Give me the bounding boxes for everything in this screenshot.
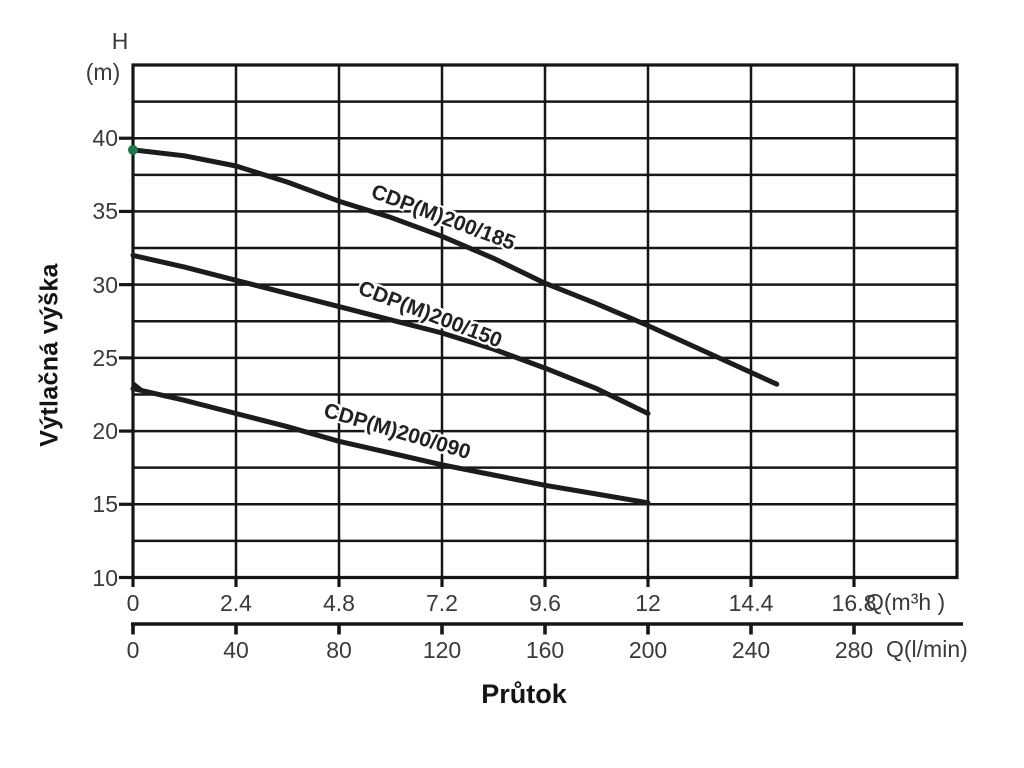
x-axis-lmin-tick-label: 160 xyxy=(525,637,565,663)
x-axis-lmin-tick-label: 200 xyxy=(628,637,668,663)
y-axis-tick-label: 30 xyxy=(92,271,118,298)
curve-start-marker xyxy=(133,380,143,392)
pump-curve-cdpm-200-090 xyxy=(130,386,651,506)
x-axis-lmin-unit-label: Q(l/min) xyxy=(886,636,968,662)
x-axis-lmin-tick-label: 240 xyxy=(731,637,771,663)
y-axis-unit: (m) xyxy=(85,59,121,85)
y-axis-name: H xyxy=(111,28,129,54)
x-axis-m3h-unit-label: Q(m³h ) xyxy=(866,589,946,615)
x-axis-m3h-tick-label: 12 xyxy=(635,590,661,616)
y-axis-tick-label: 35 xyxy=(92,198,118,225)
pump-curve-cdpm-200-150 xyxy=(130,252,651,416)
x-axis-lmin-tick-label: 280 xyxy=(834,637,874,663)
y-axis-tick-label: 20 xyxy=(92,418,118,445)
curve-start-dot xyxy=(128,144,138,155)
pump-curve-cdpm-200-185 xyxy=(130,147,780,387)
x-axis-m3h-tick-label: 7.2 xyxy=(426,590,458,616)
y-axis-tick-label: 10 xyxy=(92,564,118,591)
x-axis-lmin-tick-label: 80 xyxy=(326,637,352,663)
x-axis-m3h-tick-label: 2.4 xyxy=(220,590,252,616)
x-axis-m3h-tick-label: 16.8 xyxy=(831,590,877,616)
x-axis-lmin-tick-label: 120 xyxy=(422,637,462,663)
y-axis-tick-label: 25 xyxy=(92,344,118,371)
y-axis-tick-label: 15 xyxy=(92,491,118,518)
x-axis-m3h-tick-label: 4.8 xyxy=(323,590,355,616)
x-axis-m3h-tick-label: 9.6 xyxy=(529,590,561,616)
y-axis-tick-label: 40 xyxy=(92,125,118,152)
x-axis-title: Průtok xyxy=(481,679,567,709)
x-axis-m3h-tick-label: 0 xyxy=(126,590,140,616)
x-axis-m3h-tick-label: 14.4 xyxy=(728,590,774,616)
x-axis-lmin-tick-label: 40 xyxy=(223,637,249,663)
x-axis-lmin-tick-label: 0 xyxy=(126,637,140,663)
